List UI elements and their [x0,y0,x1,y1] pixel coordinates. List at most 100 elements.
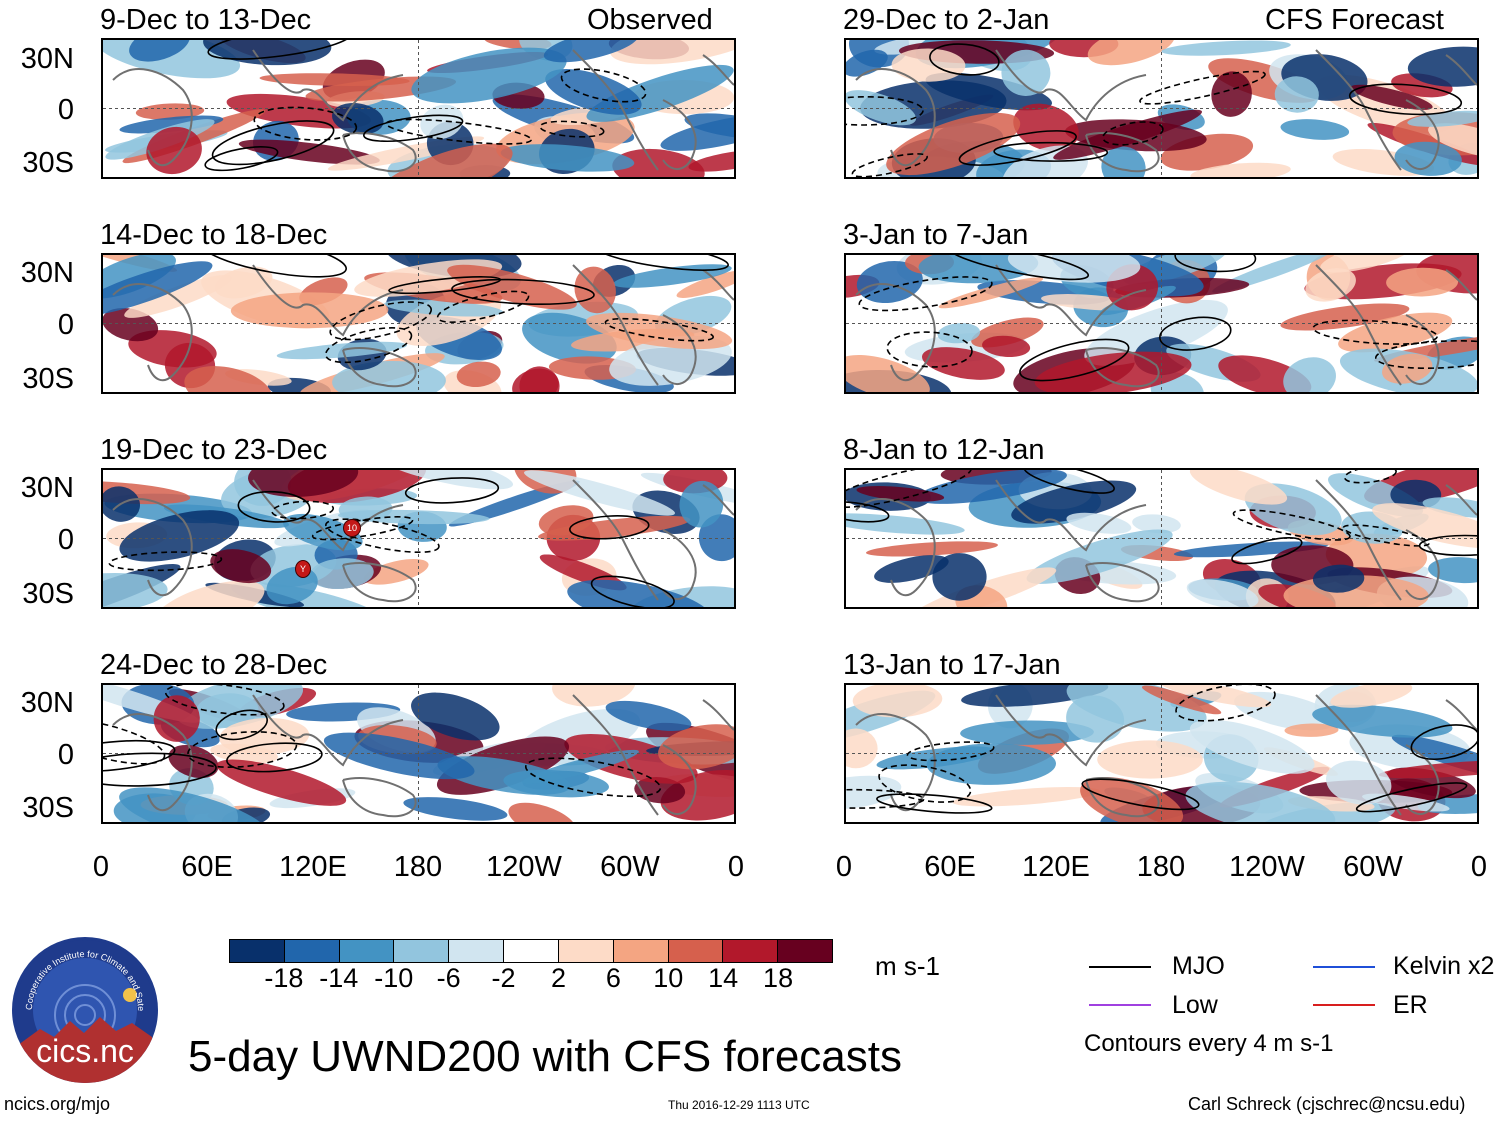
mjo-contour [846,501,890,523]
anomaly-field [103,470,734,607]
anomaly-blob [1211,71,1252,117]
colorbar-tick-label: -10 [374,963,414,993]
colorbar-bin [448,940,504,962]
colorbar-bin [777,940,832,962]
mjo-contour [569,515,650,540]
anomaly-blob [1066,695,1125,743]
map-panel-forecast-3 [844,468,1479,609]
mjo-contour [1348,83,1463,116]
anomaly-blob [1283,357,1336,392]
anomaly-blob [916,470,1067,504]
map-panel-observed-1 [101,38,736,179]
colorbar-tick-label: 10 [653,963,684,993]
map-panel-observed-2 [101,253,736,394]
anomaly-blob [856,260,923,304]
contour-interval-note: Contours every 4 m s-1 [1084,1030,1334,1057]
anomaly-field [846,470,1477,607]
mjo-contour [385,118,533,145]
anomaly-blob [586,312,733,350]
anomaly-blob [1284,723,1339,737]
coastline [1405,99,1440,170]
anomaly-blob [512,368,559,392]
anomaly-blob [605,700,692,731]
coastline [1085,347,1160,388]
anomaly-blob [363,558,429,585]
coastline [342,347,417,388]
anomaly-blob [129,40,190,62]
anomaly-blob [248,470,359,497]
colorbar-tick-label: 18 [763,963,794,993]
anomaly-blob [1087,40,1175,66]
lon-label-0: 0 [727,851,745,883]
tropical-cyclone-marker: Y [295,560,311,578]
anomaly-blob [938,277,1044,309]
anomaly-field [846,40,1477,177]
anomaly-blob [332,360,446,392]
mjo-contour [846,95,924,126]
colorbar-bin [230,940,284,962]
anomaly-blob [891,48,966,82]
anomaly-blob [372,143,513,177]
mjo-contour [1355,782,1468,813]
coastline [252,264,404,337]
anomaly-field [103,255,734,392]
lat-label-30s: 30S [22,363,74,395]
coastline [112,68,193,167]
mjo-contour [1232,509,1351,541]
mjo-contour [993,141,1109,162]
coastline [1085,562,1160,603]
anomaly-blob [925,72,1052,111]
mjo-contour [226,742,323,773]
mjo-contour [958,130,1077,166]
colorbar-bin [612,940,668,962]
footer-author: Carl Schreck (cjschrec@ncsu.edu) [1188,1094,1466,1114]
mjo-contour [271,500,335,520]
legend-label-mjo: MJO [1172,952,1225,980]
anomaly-blob [1391,734,1477,779]
cics-logo-art: Cooperative Institute for Climate and Sa… [12,937,155,1083]
anomaly-blob [543,40,639,63]
legend-label-er: ER [1393,991,1428,1019]
legend-label-kelvin: Kelvin x2 [1393,952,1495,980]
lon-label-60w: 60W [1343,851,1403,883]
mjo-contour [1231,537,1303,565]
mjo-contour [237,490,311,523]
anomaly-blob [1001,49,1051,97]
lat-label-30s: 30S [22,578,74,610]
coastline [342,132,417,173]
anomaly-blob [564,734,698,784]
mjo-contour [363,114,464,143]
lat-label-eq: 0 [57,739,74,771]
anomaly-blob [282,513,363,551]
coastline [702,484,734,516]
mjo-contour [846,788,925,809]
coastline [1445,269,1477,301]
lon-label-60e: 60E [181,851,233,883]
anomaly-blob [103,572,168,607]
lon-label-180: 180 [393,851,443,883]
mjo-contour [253,106,358,141]
coastline [1315,49,1402,171]
colorbar [229,939,833,963]
anomaly-blob [403,797,508,821]
mjo-contour [1374,339,1477,370]
coastline [572,49,659,171]
anomaly-blob [922,347,1005,380]
anomaly-blob [411,47,567,104]
anomaly-blob [856,486,945,502]
coastline [342,777,417,818]
anomaly-blob [384,299,504,317]
forecast-header: CFS Forecast [1265,4,1444,36]
mjo-contour [325,518,440,554]
coastline [995,479,1147,552]
anomaly-blob [918,255,1039,284]
lon-label-0: 0 [92,851,110,883]
anomaly-blob [1097,740,1203,779]
anomaly-blob [874,555,949,583]
colorbar-bin [393,940,449,962]
mjo-contour [1023,470,1115,494]
colorbar-bin [557,940,613,962]
coastline [1445,484,1477,516]
anomaly-blob [567,579,712,607]
anomaly-blob [119,787,270,822]
